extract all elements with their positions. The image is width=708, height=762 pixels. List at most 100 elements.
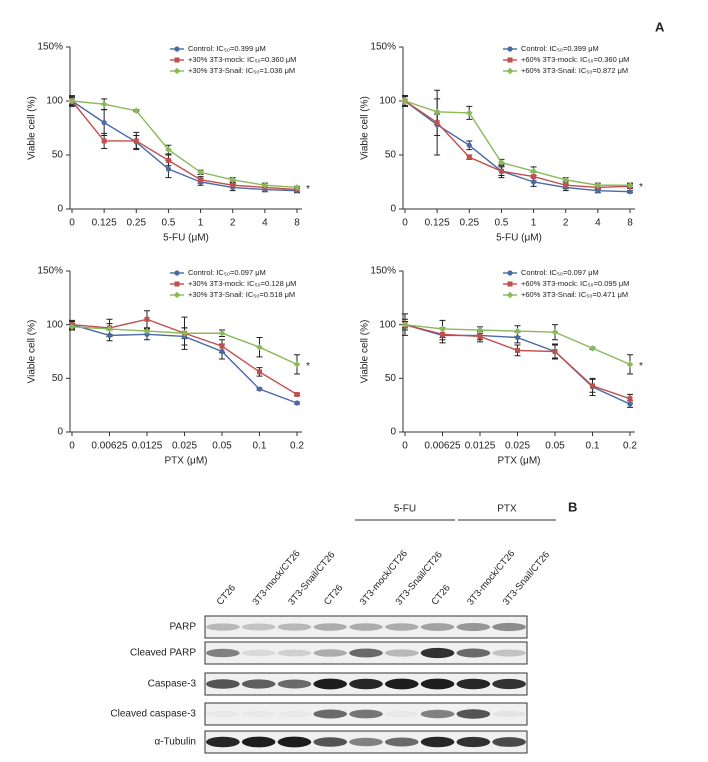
legend-marker (506, 291, 514, 299)
point (101, 120, 107, 126)
band (241, 649, 276, 657)
point (401, 97, 409, 105)
band (420, 623, 455, 631)
point (627, 189, 633, 195)
band (456, 678, 491, 690)
band (456, 623, 491, 631)
x-tick-label: 0.00625 (91, 441, 128, 452)
point (165, 146, 172, 153)
band (456, 736, 491, 748)
band (349, 737, 383, 747)
legend-marker (506, 67, 514, 75)
annotation: * (639, 182, 643, 193)
annotation: * (639, 361, 643, 372)
x-tick-label: 0.125 (425, 218, 450, 229)
band (277, 649, 312, 657)
band (242, 711, 276, 717)
x-tick-label: 0.025 (172, 441, 197, 452)
band (313, 737, 348, 747)
series-line (404, 100, 631, 193)
band (420, 647, 455, 659)
row-label: Caspase-3 (148, 679, 197, 690)
row-label: PARP (170, 622, 197, 633)
series-line (71, 100, 298, 189)
y-tick-label: 100 (379, 96, 396, 107)
point (100, 100, 108, 108)
legend-label: Control: IC₅₀=0.399 μM (188, 44, 266, 53)
row-label: Cleaved caspase-3 (110, 709, 196, 720)
band (241, 623, 276, 631)
x-axis-label: PTX (μM) (165, 456, 208, 467)
x-tick-label: 2 (563, 218, 569, 229)
y-tick-label: 50 (52, 150, 64, 161)
band (313, 678, 348, 690)
legend-marker (174, 46, 180, 52)
point (261, 181, 269, 189)
point (294, 391, 300, 397)
band (349, 709, 383, 719)
point (626, 181, 634, 189)
band (420, 678, 455, 690)
point (229, 176, 237, 184)
band (384, 623, 419, 631)
point (401, 321, 409, 328)
legend-label: +60% 3T3-mock: IC₅₀=0.360 μM (521, 55, 629, 64)
group-label: PTX (497, 504, 517, 515)
y-tick-label: 150% (370, 42, 396, 53)
x-tick-label: 8 (294, 218, 300, 229)
point (165, 157, 171, 163)
point (433, 108, 441, 116)
point (106, 325, 113, 333)
point (230, 182, 236, 188)
series-line (404, 100, 630, 186)
band (456, 648, 491, 658)
band (241, 679, 276, 689)
x-tick-label: 0.25 (127, 218, 147, 229)
point (466, 154, 472, 160)
band (385, 711, 419, 717)
y-tick-label: 50 (385, 373, 397, 384)
x-tick-label: 0.1 (253, 441, 267, 452)
legend-label: +30% 3T3-mock: IC₅₀=0.128 μM (188, 279, 296, 288)
y-tick-label: 150% (370, 266, 396, 277)
x-tick-label: 0.5 (494, 218, 508, 229)
row-label: α-Tubulin (154, 737, 196, 748)
y-tick-label: 100 (46, 319, 63, 330)
point (294, 400, 300, 406)
point (165, 166, 172, 172)
legend-marker (174, 57, 180, 63)
point (101, 138, 107, 144)
band (492, 622, 526, 632)
band (313, 709, 348, 719)
x-tick-label: 0 (69, 218, 75, 229)
point (218, 329, 226, 337)
x-tick-label: 0.0125 (132, 441, 163, 452)
band (492, 678, 526, 690)
y-tick-label: 100 (379, 319, 396, 330)
y-tick-label: 50 (52, 373, 64, 384)
y-tick-label: 0 (390, 204, 396, 215)
legend-label: +60% 3T3-mock: IC₅₀=0.095 μM (521, 279, 629, 288)
x-tick-label: 0.2 (623, 441, 637, 452)
x-tick-label: 8 (627, 218, 633, 229)
band (492, 649, 526, 657)
point (132, 107, 140, 115)
point (563, 182, 569, 188)
x-tick-label: 0.05 (545, 441, 565, 452)
band (456, 709, 491, 719)
x-tick-label: 2 (230, 218, 236, 229)
x-tick-label: 0.5 (161, 218, 175, 229)
point (197, 168, 204, 176)
legend-marker (174, 270, 180, 276)
point (466, 142, 472, 148)
point (498, 159, 505, 166)
y-tick-label: 0 (57, 204, 63, 215)
x-tick-label: 0.2 (290, 441, 304, 452)
band (206, 623, 240, 631)
band (241, 736, 276, 748)
band (384, 737, 419, 747)
x-tick-label: 0.0125 (465, 441, 496, 452)
panel-label: A (655, 19, 665, 34)
x-tick-label: 0 (402, 218, 408, 229)
band (206, 648, 240, 658)
